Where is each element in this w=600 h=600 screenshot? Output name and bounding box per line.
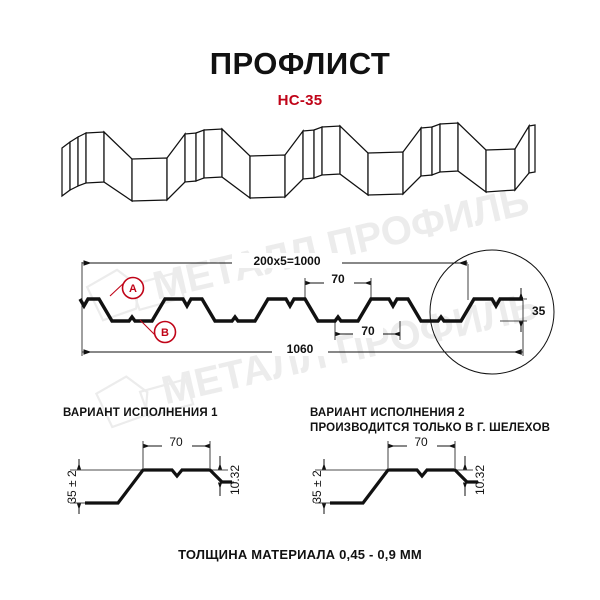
dim-top-span-label: 200x5=1000 <box>253 254 320 268</box>
page-subtitle: НС-35 <box>277 92 323 109</box>
variant-2-dim-edge-height-label: 10.32 <box>473 465 487 495</box>
material-thickness-note: ТОЛЩИНА МАТЕРИАЛА 0,45 - 0,9 ММ <box>178 547 422 562</box>
dim-top-span: 200x5=1000 <box>83 253 467 268</box>
variant-2-profile <box>330 468 478 505</box>
variant-2-dim-total-height: 35 ± 2 <box>310 459 388 514</box>
variant-1-dim-total-height-label: 35 ± 2 <box>65 470 79 504</box>
dim-bottom-span: 1060 <box>83 341 522 356</box>
variant-2-dim-edge-height: 10.32 <box>455 456 487 496</box>
detail-callout-circle <box>429 249 555 375</box>
dim-valley-width: 70 <box>334 321 401 340</box>
marker-b: B <box>139 319 177 344</box>
dim-height-label: 35 <box>532 304 546 318</box>
variant-2-caption-line-1: ВАРИАНТ ИСПОЛНЕНИЯ 2 <box>310 407 465 419</box>
dim-valley-width-label: 70 <box>361 324 375 338</box>
dim-bottom-span-label: 1060 <box>287 342 314 356</box>
variant-2-caption-line-2: ПРОИЗВОДИТСЯ ТОЛЬКО В Г. ШЕЛЕХОВ <box>310 422 551 434</box>
variant-1-dim-edge-height: 10.32 <box>210 456 242 496</box>
variant-1-dim-top-width-label: 70 <box>169 435 183 449</box>
variant-1-dim-edge-height-label: 10.32 <box>228 465 242 495</box>
header: ПРОФЛИСТ НС-35 <box>0 46 600 111</box>
profile-outline <box>78 297 523 323</box>
variant-2-dim-total-height-label: 35 ± 2 <box>310 470 324 504</box>
marker-a: A <box>109 276 145 300</box>
dim-crest-width: 70 <box>304 272 372 299</box>
variant-1-caption-line-1: ВАРИАНТ ИСПОЛНЕНИЯ 1 <box>63 407 218 419</box>
variant-2-caption: ВАРИАНТ ИСПОЛНЕНИЯ 2 ПРОИЗВОДИТСЯ ТОЛЬКО… <box>310 406 550 436</box>
variant-1-profile <box>85 468 232 505</box>
dim-height: 35 <box>500 288 546 332</box>
variant-1-dim-top-width: 70 <box>142 435 211 468</box>
marker-a-label: A <box>129 283 137 295</box>
page-title: ПРОФЛИСТ <box>209 46 391 81</box>
marker-b-label: B <box>161 327 169 339</box>
variant-1-caption: ВАРИАНТ ИСПОЛНЕНИЯ 1 <box>63 406 218 421</box>
variant-2-dim-top-width: 70 <box>387 435 456 468</box>
variant-2-dim-top-width-label: 70 <box>414 435 428 449</box>
variant-1-dim-total-height: 35 ± 2 <box>65 459 143 514</box>
dim-crest-width-label: 70 <box>331 272 345 286</box>
